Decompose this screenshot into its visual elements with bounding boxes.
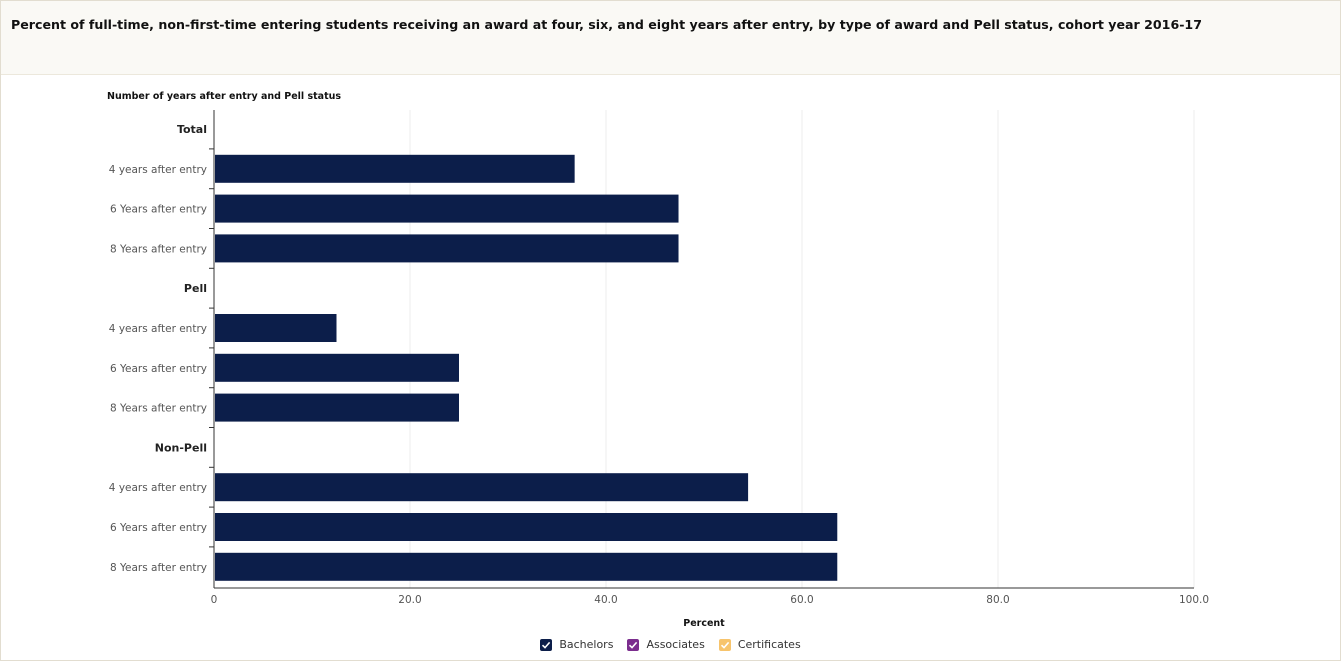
x-tick-label: 40.0: [594, 594, 617, 606]
legend-item[interactable]: Certificates: [718, 638, 801, 651]
category-label: 4 years after entry: [109, 482, 207, 494]
bar[interactable]: [215, 513, 838, 541]
chart-header: Percent of full-time, non-first-time ent…: [1, 1, 1340, 75]
category-label: 6 Years after entry: [110, 522, 207, 534]
x-tick-label: 0: [211, 594, 218, 606]
group-label: Total: [177, 123, 207, 136]
legend-checkbox-icon[interactable]: [718, 638, 731, 651]
legend-checkbox-icon[interactable]: [627, 638, 640, 651]
bar[interactable]: [215, 353, 459, 382]
bar[interactable]: [215, 234, 679, 263]
category-label: 8 Years after entry: [110, 562, 207, 574]
chart-title: Percent of full-time, non-first-time ent…: [11, 17, 1202, 32]
category-label: 6 Years after entry: [110, 204, 207, 216]
category-label: 6 Years after entry: [110, 363, 207, 375]
y-axis-title: Number of years after entry and Pell sta…: [107, 91, 341, 102]
legend-checkbox-icon[interactable]: [540, 638, 553, 651]
category-label: 4 years after entry: [109, 164, 207, 176]
x-tick-label: 80.0: [986, 594, 1009, 606]
bar[interactable]: [215, 194, 679, 223]
legend-label: Associates: [646, 638, 705, 651]
bar[interactable]: [215, 393, 459, 422]
legend-label: Certificates: [737, 638, 801, 651]
x-tick-label: 60.0: [790, 594, 813, 606]
bar[interactable]: [215, 154, 575, 183]
x-tick-label: 20.0: [398, 594, 421, 606]
category-label: 4 years after entry: [109, 323, 207, 335]
legend-item[interactable]: Associates: [627, 638, 705, 651]
bar[interactable]: [215, 552, 838, 581]
group-label: Pell: [184, 282, 207, 295]
x-tick-label: 100.0: [1179, 594, 1209, 606]
chart-legend: Bachelors Associates Certificates: [0, 638, 1341, 651]
bar[interactable]: [215, 473, 749, 502]
legend-label: Bachelors: [559, 638, 614, 651]
x-axis-title: Percent: [683, 618, 725, 629]
category-label: 8 Years after entry: [110, 243, 207, 255]
bar[interactable]: [215, 314, 337, 342]
group-label: Non-Pell: [155, 441, 207, 454]
legend-item[interactable]: Bachelors: [540, 638, 613, 651]
category-label: 8 Years after entry: [110, 403, 207, 415]
